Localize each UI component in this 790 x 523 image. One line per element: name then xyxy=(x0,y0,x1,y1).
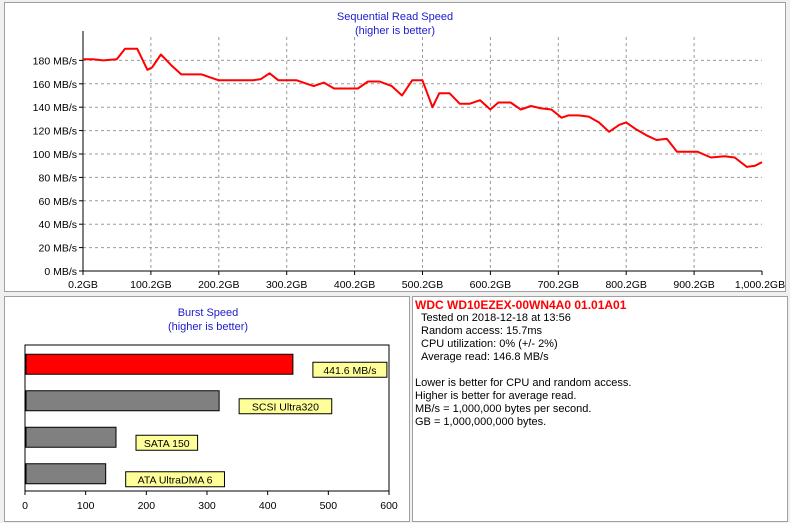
note-line: GB = 1,000,000,000 bytes. xyxy=(415,416,547,428)
read-speed-line xyxy=(83,47,763,168)
note-line: MB/s = 1,000,000 bytes per second. xyxy=(415,403,592,415)
bar-label-box xyxy=(312,361,388,378)
burst-speed-panel: Burst Speed (higher is better) 0 100 200 300 4… xyxy=(4,296,410,522)
bar-label: SCSI Ultra320 xyxy=(252,401,319,413)
y-tick-label: 180 MB/s xyxy=(33,55,77,67)
burst-bar xyxy=(25,390,220,412)
note-line: Higher is better for average read. xyxy=(415,390,577,402)
x-tick-label: 200 xyxy=(138,500,156,512)
x-tick-label: 600.2GB xyxy=(470,279,511,291)
y-tick-label: 160 MB/s xyxy=(33,79,77,91)
x-tick-label: 1,000.2GB xyxy=(735,279,785,291)
drive-name: WDC WD10EZEX-00WN4A0 01.01A01 xyxy=(415,298,627,312)
x-tick-label: 400.2GB xyxy=(334,279,375,291)
drive-info-panel: WDC WD10EZEX-00WN4A0 01.01A01 Tested on … xyxy=(412,296,788,522)
bar-label: SATA 150 xyxy=(144,438,190,450)
x-tick-label: 400 xyxy=(259,500,277,512)
x-tick-label: 0 xyxy=(22,500,28,512)
bar-label: ATA UltraDMA 6 xyxy=(138,474,213,486)
average-read: Average read: 146.8 MB/s xyxy=(421,351,549,363)
x-tick-label: 300 xyxy=(198,500,216,512)
x-tick-label: 800.2GB xyxy=(605,279,646,291)
y-tick-label: 140 MB/s xyxy=(33,102,77,114)
burst-bar xyxy=(25,426,117,448)
cpu-utilization: CPU utilization: 0% (+/- 2%) xyxy=(421,338,558,350)
bar-label-box xyxy=(238,398,333,415)
x-tick-label: 500 xyxy=(320,500,338,512)
x-tick-label: 600 xyxy=(380,500,398,512)
bar-label: 441.6 MB/s xyxy=(323,365,376,377)
x-tick-label: 500.2GB xyxy=(402,279,443,291)
drive-info: WDC WD10EZEX-00WN4A0 01.01A01 Tested on … xyxy=(415,298,631,429)
chart-subtitle: (higher is better) xyxy=(355,25,435,37)
y-tick-label: 80 MB/s xyxy=(38,172,77,184)
y-tick-label: 20 MB/s xyxy=(38,243,77,255)
burst-bar xyxy=(25,463,107,485)
bar-label-box xyxy=(125,471,225,488)
note-line: Lower is better for CPU and random acces… xyxy=(415,377,632,389)
y-tick-label: 60 MB/s xyxy=(38,196,77,208)
burst-bar xyxy=(25,353,294,375)
random-access: Random access: 15.7ms xyxy=(421,325,543,337)
bar-label-box xyxy=(135,434,199,451)
tested-date: Tested on 2018-12-18 at 13:56 xyxy=(421,312,571,324)
chart-title: Burst Speed xyxy=(178,307,239,319)
x-tick-label: 0.2GB xyxy=(68,279,98,291)
x-tick-label: 100 xyxy=(77,500,95,512)
chart-title: Sequential Read Speed xyxy=(337,11,453,23)
x-tick-label: 300.2GB xyxy=(266,279,307,291)
y-tick-label: 120 MB/s xyxy=(33,126,77,138)
x-tick-label: 700.2GB xyxy=(538,279,579,291)
chart-subtitle: (higher is better) xyxy=(168,321,248,333)
burst-speed-chart: Burst Speed (higher is better) 0 100 200 300 4… xyxy=(22,307,398,512)
x-tick-label: 200.2GB xyxy=(198,279,239,291)
y-tick-label: 100 MB/s xyxy=(33,149,77,161)
x-tick-label: 100.2GB xyxy=(130,279,171,291)
x-tick-label: 900.2GB xyxy=(673,279,714,291)
y-tick-label: 40 MB/s xyxy=(38,219,77,231)
sequential-read-chart: Sequential Read Speed (higher is better) 0… xyxy=(33,11,785,291)
y-tick-label: 0 MB/s xyxy=(44,266,77,278)
sequential-read-panel: Sequential Read Speed (higher is better) 0… xyxy=(4,2,786,292)
